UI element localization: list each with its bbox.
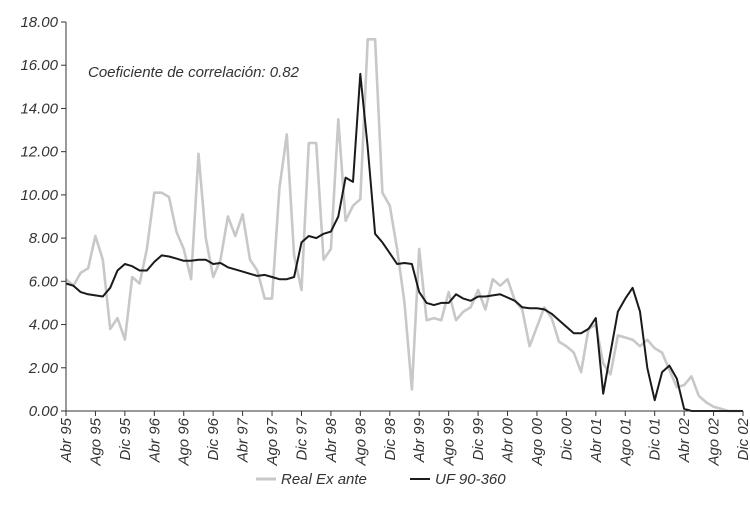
x-tick-label: Abr 00 — [500, 417, 517, 463]
x-tick-label: Dic 98 — [382, 417, 399, 460]
y-tick-label: 0.00 — [29, 403, 59, 420]
correlation-annotation: Coeficiente de correlación: 0.82 — [88, 64, 300, 81]
y-tick-label: 6.00 — [29, 273, 59, 290]
x-axis: Abr 95 Ago 95 Dic 95 Abr 96 Ago 96 Dic 96 Abr … — [58, 411, 750, 467]
x-tick-label: Ago 01 — [617, 418, 634, 467]
x-tick-label: Dic 99 — [470, 417, 487, 460]
y-axis: 0.00 2.00 4.00 6.00 8.00 10.00 12.00 14.00 16.00… — [20, 14, 66, 420]
y-tick-label: 12.00 — [20, 144, 58, 161]
y-tick-label: 16.00 — [20, 57, 58, 74]
x-tick-label: Dic 02 — [735, 417, 750, 460]
series-line-uf-90-360 — [65, 72, 743, 412]
x-tick-label: Abr 98 — [323, 417, 340, 463]
y-tick-label: 14.00 — [20, 100, 58, 117]
x-tick-label: Dic 95 — [117, 417, 134, 460]
x-tick-label: Abr 97 — [235, 417, 252, 463]
y-tick-label: 4.00 — [29, 317, 59, 334]
x-tick-label: Dic 00 — [558, 417, 575, 460]
series-line-real-ex-ante — [65, 37, 743, 413]
x-tick-label: Abr 02 — [676, 417, 693, 463]
legend: Real Ex ante UF 90-360 — [256, 471, 506, 488]
x-tick-label: Ago 98 — [352, 417, 369, 466]
x-tick-label: Abr 99 — [411, 417, 428, 463]
x-tick-label: Ago 00 — [529, 417, 546, 466]
legend-label-real-ex-ante: Real Ex ante — [281, 471, 367, 488]
x-tick-label: Dic 01 — [647, 418, 664, 461]
x-tick-label: Ago 97 — [264, 417, 281, 466]
y-tick-label: 8.00 — [29, 230, 59, 247]
x-tick-label: Dic 97 — [293, 417, 310, 460]
y-tick-label: 2.00 — [28, 360, 59, 377]
x-tick-label: Dic 96 — [205, 417, 222, 460]
legend-label-uf-90-360: UF 90-360 — [435, 471, 506, 488]
x-tick-label: Abr 96 — [146, 417, 163, 463]
series-lines — [65, 37, 743, 413]
x-tick-label: Ago 02 — [706, 417, 723, 466]
x-tick-label: Abr 95 — [58, 417, 75, 463]
x-tick-label: Abr 01 — [588, 418, 605, 463]
y-tick-label: 18.00 — [20, 14, 58, 31]
y-tick-label: 10.00 — [20, 187, 58, 204]
x-tick-label: Ago 99 — [441, 417, 458, 466]
x-tick-label: Ago 96 — [176, 417, 193, 466]
x-tick-label: Ago 95 — [87, 417, 104, 466]
